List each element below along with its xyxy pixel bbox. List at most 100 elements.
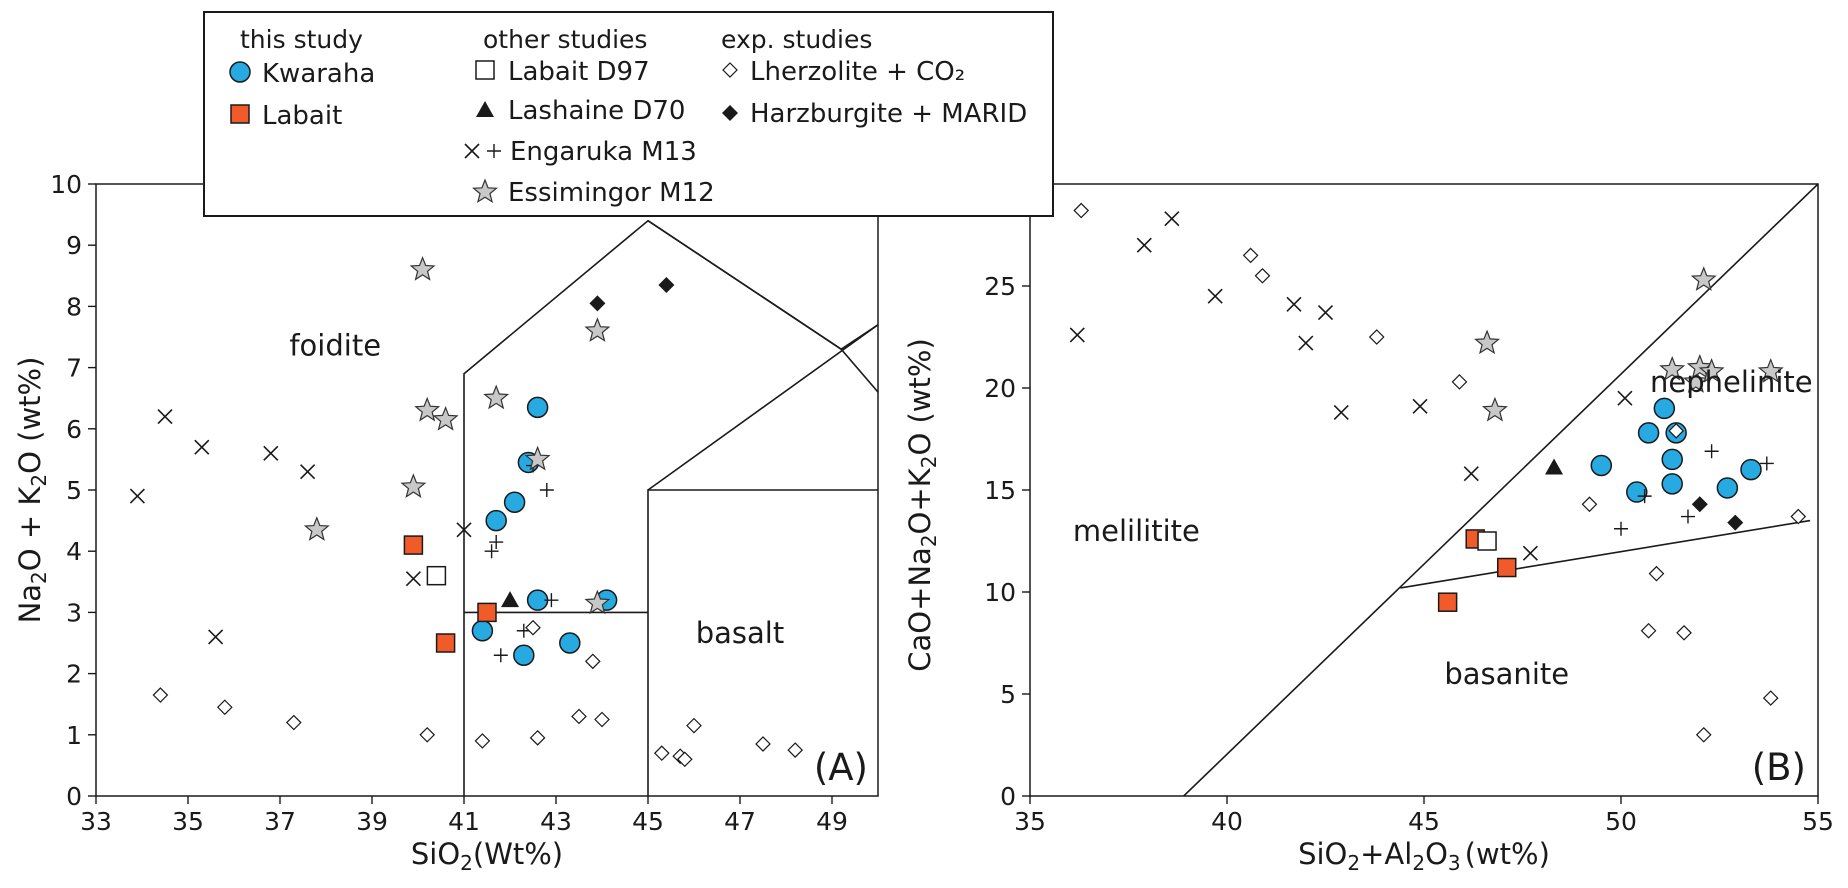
panel-a-classification-lines [463,219,878,796]
panel-a-y-tick-label-8: 8 [66,292,82,321]
panel-a-y-tick-label-7: 7 [66,354,82,383]
panel-b-kwaraha-point-4 [1653,397,1676,420]
panel-a-y-tick-label-2: 2 [66,660,82,689]
panel-a-ylabel-5: O (wt%) [13,357,47,474]
legend-kwaraha-symbol [229,61,251,83]
panel-a-engaruka-m13-point-1 [484,544,499,559]
panel-a-kwaraha-point-3 [503,491,526,513]
panel-b-series-engaruka-m13 [1614,444,1774,536]
legend-engaruka-plus-marker [487,144,501,158]
panel-a-lherzolite-co2-point-9 [584,653,601,670]
panel-b-labait-point-1 [1437,592,1458,612]
panel-a-kwaraha-point-7 [513,644,535,666]
panel-b-lherzolite-co2-point-13 [1790,508,1807,525]
panel-a-y-tick-label-4: 4 [66,537,82,566]
legend-lashaine-label: Lashaine D70 [508,96,685,126]
panel-b-engaruka-m13-x-point-4 [1207,288,1223,304]
panel-a-engaruka-m13-x-point-6 [300,464,316,480]
panel-a-harzburgite-marid-point-1 [589,295,606,312]
panel-b-field-label-melilitite: melilitite [1073,514,1200,548]
panel-b-lherzolite-co2-point-11 [1695,726,1712,743]
panel-b-kwaraha-point-3 [1637,422,1660,444]
panel-b-ylabel-2: 2 [917,534,941,547]
panel-b-kwaraha-point-2 [1626,481,1648,503]
panel-a-lherzolite-co2-point-2 [216,699,233,716]
panel-b-lherzolite-co2-point-3 [1254,267,1271,284]
panel-b-labait-d97-point-1 [1477,531,1497,551]
panel-b-xlabel-sub: 2 [1347,851,1360,875]
panel-a-lherzolite-co2-point-3 [285,714,302,731]
panel-a-y-tick-label-1: 1 [66,721,82,750]
panel-b-essimingor-m12-point-1 [1474,329,1501,355]
panel-a-engaruka-m13-x-point-3 [194,439,210,455]
panel-b-engaruka-m13-x-point-8 [1333,404,1349,421]
panel-a-x-tick-label-37: 37 [264,807,296,836]
panel-a-lashaine-d70-point-1 [501,591,519,608]
panel-b-lherzolite-co2-point-8 [1648,565,1665,582]
panel-a-field-label-foidite: foidite [289,328,381,362]
legend-engaruka-x-marker [464,143,480,159]
panel-a-x-tick-label-47: 47 [724,807,756,836]
panel-a-lherzolite-co2-point-11 [653,745,670,762]
panel-b-labait-point-3 [1496,557,1517,578]
panel-b-y-tick-label-20: 20 [984,374,1016,403]
panel-a-labait-d97-point-1 [426,565,447,586]
legend-frame [203,11,1054,217]
legend-labait-d97-symbol [475,60,495,80]
panel-b: 35 40 45 50 55 0 5 10 15 20 25 melilitite nephelini… [903,183,1834,875]
panel-b-x-tick-label-40: 40 [1211,807,1243,836]
panel-a-y-tick-label-10: 10 [50,170,82,199]
panel-b-essimingor-m12-point-2 [1481,396,1508,422]
panel-b-lherzolite-co2-point-6 [1581,496,1598,513]
panel-a-engaruka-m13-point-3 [493,648,508,663]
panel-a-labait-point-1 [403,535,424,555]
panel-a-series-lashaine-d70 [501,591,519,608]
panel-a-essimingor-m12-point-7 [524,445,551,471]
panel-a-y-tick-label-9: 9 [66,231,82,260]
legend-lherzolite-label: Lherzolite + CO₂ [750,57,965,87]
panel-a-essimingor-m12-point-1 [303,516,330,541]
panel-a-lherzolite-co2-point-13 [676,751,693,768]
panel-b-boundary-line-1 [1183,184,1818,796]
panel-b-engaruka-m13-point-3 [1680,509,1695,524]
legend-kwaraha-label: Kwaraha [262,59,375,89]
panel-b-engaruka-m13-x-point-10 [1463,466,1479,482]
panel-b-engaruka-m13-point-5 [1759,456,1774,471]
legend-essimingor-label: Essimingor M12 [508,178,715,208]
panel-b-y-tick-label-5: 5 [1000,680,1016,709]
legend-heading-exp-studies: exp. studies [721,25,872,54]
panel-b-x-tick-label-50: 50 [1605,807,1637,836]
panel-b-engaruka-m13-x-point-6 [1298,335,1314,351]
legend-heading-other-studies: other studies [483,25,647,54]
panel-b-harzburgite-marid-point-1 [1691,496,1708,513]
panel-a-lherzolite-co2-point-6 [525,619,541,636]
panel-a-x-tick-label-33: 33 [80,807,112,836]
panel-a-y-tick-label-6: 6 [66,415,82,444]
legend-labait-d97-label: Labait D97 [508,57,650,87]
panel-a-lherzolite-co2-point-1 [152,687,169,703]
panel-b-engaruka-m13-x-point-11 [1522,545,1538,561]
panel-a-field-label-basalt: basalt [696,616,785,650]
panel-a-essimingor-m12-point-3 [409,256,436,281]
panel-b-ylabel-5: O (wt%) [903,338,937,455]
panel-b-y-tick-label-10: 10 [984,578,1016,607]
panel-b-series-labait-d97 [1477,531,1497,551]
panel-a-x-tick-label-39: 39 [356,807,388,836]
panel-a-essimingor-m12-point-9 [584,589,611,615]
panel-b-lashaine-d70-point-1 [1545,458,1564,475]
panel-b-boundary-line-2 [1400,519,1811,589]
panel-b-engaruka-m13-x-point-7 [1317,304,1334,321]
panel-b-y-tick-label-15: 15 [984,476,1016,505]
panel-a-kwaraha-point-8 [559,632,581,654]
panel-a-lherzolite-co2-point-16 [787,742,804,758]
panel-a-ylabel-4: 2 [27,474,51,487]
panel-a-lherzolite-co2-point-5 [474,733,491,749]
panel-b-y-axis-title: CaO+Na2O+K2O (wt%) [903,338,941,672]
panel-b-kwaraha-point-1 [1590,454,1613,477]
panel-b-engaruka-m13-point-2 [1637,489,1652,504]
panel-b-field-labels: melilitite nephelinite basanite [1073,365,1813,691]
panel-b-essimingor-m12-point-4 [1682,368,1709,393]
panel-a-xlabel-tail: (Wt%) [473,837,563,871]
panel-a-series-kwaraha [471,396,618,666]
